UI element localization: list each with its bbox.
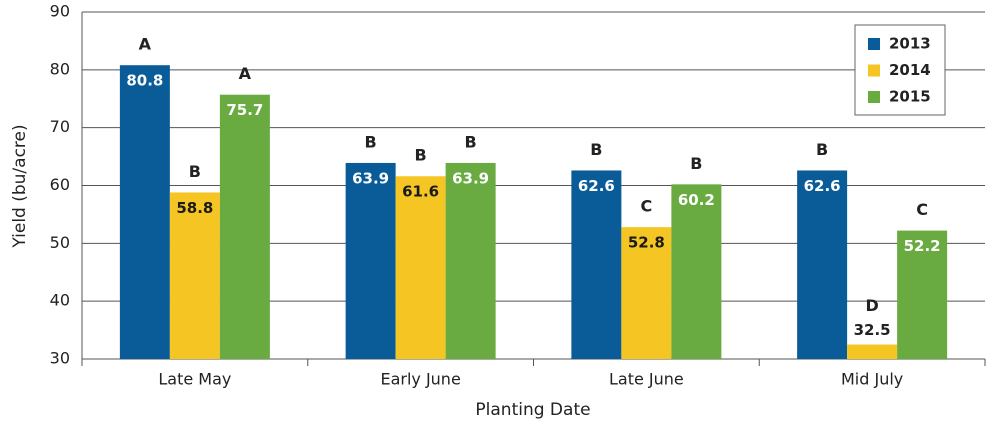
value-label: 52.8	[628, 234, 665, 252]
bar	[571, 170, 622, 359]
legend-swatch	[868, 91, 880, 103]
value-label: 52.2	[904, 237, 941, 255]
bar	[797, 170, 848, 359]
value-label: 62.6	[804, 177, 841, 195]
value-label: 80.8	[126, 72, 163, 90]
significance-letter: C	[916, 200, 928, 219]
value-label: 62.6	[578, 177, 615, 195]
significance-letter: B	[465, 132, 477, 151]
significance-letter: B	[816, 140, 828, 159]
y-tick-label: 70	[50, 117, 70, 136]
x-tick-label: Early June	[380, 370, 460, 389]
bar	[119, 65, 170, 359]
value-label: 75.7	[226, 101, 263, 119]
significance-letter: B	[415, 146, 427, 165]
bar	[395, 176, 446, 359]
value-label: 63.9	[352, 169, 389, 187]
significance-letter: D	[865, 296, 878, 315]
legend-label: 2014	[889, 61, 931, 79]
legend-label: 2013	[889, 35, 931, 53]
significance-letter: A	[239, 64, 252, 83]
value-label: 61.6	[402, 183, 439, 201]
bar	[219, 94, 270, 360]
y-tick-label: 30	[50, 349, 70, 368]
legend-label: 2015	[889, 88, 931, 106]
y-tick-label: 60	[50, 175, 70, 194]
y-tick-label: 50	[50, 233, 70, 252]
significance-letter: B	[365, 132, 377, 151]
legend-swatch	[868, 64, 880, 77]
significance-letter: C	[641, 197, 653, 216]
x-tick-label: Mid July	[841, 370, 903, 389]
bar	[621, 227, 672, 359]
y-tick-label: 40	[50, 291, 70, 310]
value-label: 60.2	[678, 191, 715, 209]
significance-letter: B	[590, 140, 602, 159]
significance-letter: B	[189, 162, 201, 181]
bar	[847, 344, 898, 359]
value-label: 58.8	[176, 199, 213, 217]
x-tick-label: Late June	[609, 370, 684, 389]
bar	[897, 230, 948, 359]
bar	[345, 162, 396, 359]
bar	[169, 192, 220, 359]
x-axis-title: Planting Date	[475, 400, 590, 420]
value-label: 63.9	[452, 169, 489, 187]
legend-swatch	[868, 38, 880, 50]
bar	[445, 162, 496, 359]
y-axis-title: Yield (bu/acre)	[10, 124, 30, 248]
significance-letter: B	[690, 154, 702, 173]
y-tick-label: 90	[50, 2, 70, 21]
value-label: 32.5	[854, 321, 891, 339]
significance-letter: A	[139, 35, 152, 54]
y-tick-label: 80	[50, 59, 70, 78]
bar	[671, 184, 722, 359]
x-tick-label: Late May	[158, 370, 231, 389]
